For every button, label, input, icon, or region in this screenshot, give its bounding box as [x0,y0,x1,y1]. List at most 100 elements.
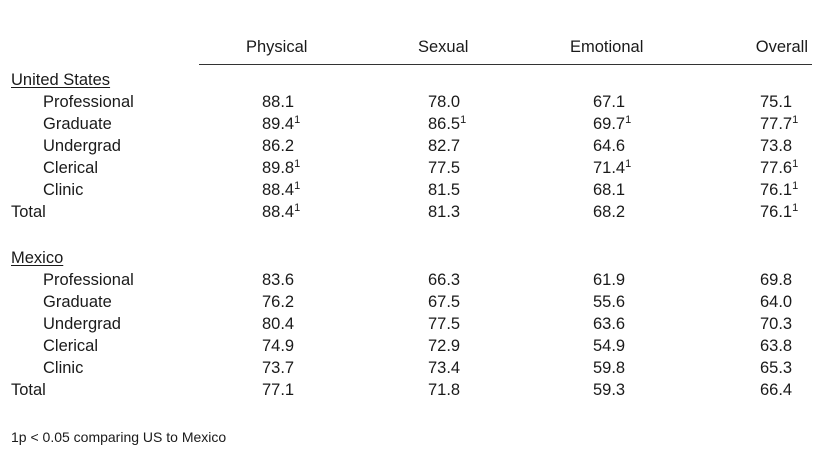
cell-value: 74.9 [262,337,295,355]
cell: 69.71 [593,114,631,134]
cell: 70.3 [760,314,792,334]
cell-value: 68.1 [593,181,626,199]
cell-value: 64.0 [760,293,793,311]
cell: 76.11 [760,202,798,222]
cell-value: 66.4 [760,381,793,399]
cell: 71.41 [593,158,631,178]
cell-value: 76.1 [760,203,793,221]
cell-value: 71.8 [428,381,461,399]
row-label: Graduate [43,115,112,133]
cell: 74.9 [262,336,294,356]
cell: 66.4 [760,380,792,400]
column-header: Overall [755,38,808,56]
row-label: Clerical [43,337,99,355]
cell-value: 71.4 [593,159,626,177]
cell-value: 61.9 [593,271,626,289]
cell-value: 59.8 [593,359,626,377]
cell-value: 81.5 [428,181,461,199]
group-name: United States [11,71,111,89]
cell-value: 76.2 [262,293,295,311]
cell-value: 69.8 [760,271,793,289]
cell: 73.7 [262,358,294,378]
cell-value: 77.1 [262,381,295,399]
footnote-marker: 1 [625,158,632,170]
row-label: Clinic [43,359,84,377]
cell: 64.6 [593,136,625,156]
cell-value: 75.1 [760,93,793,111]
cell-value: 88.4 [262,203,295,221]
cell-value: 82.7 [428,137,461,155]
cell-value: 89.8 [262,159,295,177]
group-name: Mexico [11,249,64,267]
cell-value: 86.2 [262,137,295,155]
cell-value: 81.3 [428,203,461,221]
footnote-marker: 1 [460,114,467,126]
cell: 76.11 [760,180,798,200]
cell: 77.61 [760,158,798,178]
cell: 68.1 [593,180,625,200]
cell: 65.3 [760,358,792,378]
cell: 88.41 [262,202,300,222]
cell-value: 77.5 [428,315,461,333]
row-label: Clerical [43,159,99,177]
row-label: Professional [43,93,134,111]
cell: 66.3 [428,270,460,290]
cell: 82.7 [428,136,460,156]
cell: 68.2 [593,202,625,222]
cell-value: 54.9 [593,337,626,355]
cell: 54.9 [593,336,625,356]
cell-value: 64.6 [593,137,626,155]
cell-value: 70.3 [760,315,793,333]
cell-value: 63.6 [593,315,626,333]
cell: 59.3 [593,380,625,400]
footnote-marker: 1 [792,114,799,126]
footnote-marker: 1 [792,180,799,192]
cell-value: 73.7 [262,359,295,377]
cell-value: 63.8 [760,337,793,355]
cell: 67.1 [593,92,625,112]
cell-value: 77.5 [428,159,461,177]
footnote-marker: 1 [294,158,301,170]
cell: 73.8 [760,136,792,156]
cell: 77.5 [428,314,460,334]
cell: 63.8 [760,336,792,356]
cell: 73.4 [428,358,460,378]
cell: 72.9 [428,336,460,356]
cell: 80.4 [262,314,294,334]
cell-value: 68.2 [593,203,626,221]
cell: 81.3 [428,202,460,222]
cell-value: 59.3 [593,381,626,399]
row-label: Professional [43,271,134,289]
cell: 67.5 [428,292,460,312]
cell: 59.8 [593,358,625,378]
total-label: Total [11,203,46,221]
cell: 86.51 [428,114,466,134]
footnote-marker: 1 [792,202,799,214]
cell: 69.8 [760,270,792,290]
cell: 77.71 [760,114,798,134]
cell-value: 76.1 [760,181,793,199]
header-rule [199,64,812,65]
cell: 83.6 [262,270,294,290]
cell-value: 69.7 [593,115,626,133]
cell-value: 80.4 [262,315,295,333]
footnote-marker: 1 [294,114,301,126]
cell-value: 65.3 [760,359,793,377]
footnote-marker: 1 [294,180,301,192]
cell-value: 67.5 [428,293,461,311]
cell-value: 83.6 [262,271,295,289]
cell-value: 67.1 [593,93,626,111]
cell: 88.1 [262,92,294,112]
cell: 61.9 [593,270,625,290]
cell: 64.0 [760,292,792,312]
cell-value: 77.7 [760,115,793,133]
cell: 55.6 [593,292,625,312]
total-label: Total [11,381,46,399]
footnote: 1p < 0.05 comparing US to Mexico [11,429,227,445]
cell-value: 55.6 [593,293,626,311]
cell: 75.1 [760,92,792,112]
footnote-marker: 1 [625,114,632,126]
cell-value: 89.4 [262,115,295,133]
cell-value: 88.4 [262,181,295,199]
